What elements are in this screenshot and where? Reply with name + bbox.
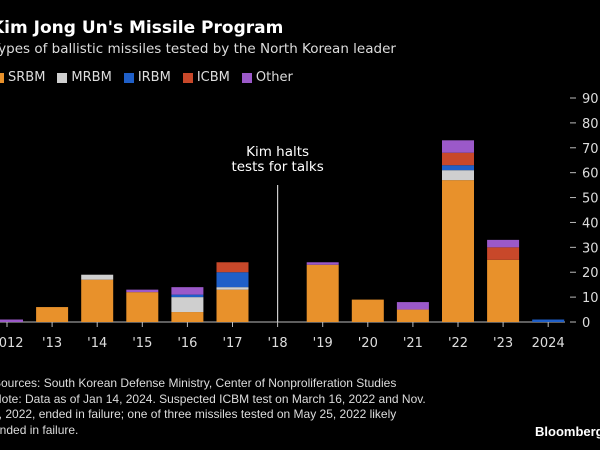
bar-srbm-19	[306, 264, 339, 322]
bar-srbm-20	[351, 299, 384, 322]
bar-srbm-21	[396, 309, 429, 322]
y-tick-label: 80	[582, 117, 599, 132]
chart-plot: 0 10 20 30 40 50 60 70 80 90 2012 '13 '14 '15 '16 '17 '1…	[0, 92, 599, 351]
bar-other-2012	[0, 319, 23, 322]
bar-mrbm-16	[171, 297, 204, 313]
legend-label: MRBM	[71, 70, 112, 85]
bar-other-15	[126, 289, 159, 293]
legend-swatch	[182, 72, 193, 83]
bar-irbm-22	[442, 165, 474, 171]
x-tick-label: 2024	[532, 336, 565, 351]
bar-irbm-17	[216, 272, 249, 288]
legend-label: ICBM	[196, 70, 230, 85]
y-tick-label: 40	[582, 216, 599, 231]
bar-other-16	[171, 287, 204, 295]
bar-srbm-16	[171, 312, 204, 322]
bar-srbm-23	[487, 259, 520, 322]
sources-line: Sources: South Korean Defense Ministry, …	[0, 376, 397, 390]
legend-swatch	[57, 72, 68, 83]
bar-other-22	[442, 140, 474, 153]
note-line-2: 3, 2022, ended in failure; one of three …	[0, 407, 397, 421]
legend-swatch	[0, 72, 4, 83]
x-tick-label: '23	[493, 336, 513, 351]
legend-label: SRBM	[8, 70, 46, 85]
bar-icbm-17	[216, 262, 249, 273]
chart-subtitle: Types of ballistic missiles tested by th…	[0, 41, 396, 57]
bar-srbm-13	[36, 307, 69, 322]
x-tick-label: '17	[222, 336, 242, 351]
legend-item-mrbm: MRBM	[57, 70, 112, 85]
bloomberg-logo: Bloomberg	[535, 424, 600, 439]
y-tick-label: 50	[582, 192, 599, 207]
bar-srbm-14	[81, 279, 114, 322]
legend-swatch	[241, 72, 252, 83]
bar-mrbm-14	[81, 274, 114, 280]
annotation-text: Kim halts	[246, 144, 309, 160]
bar-other-21	[396, 302, 429, 310]
bar-other-19	[306, 262, 339, 265]
legend-item-srbm: SRBM	[0, 70, 45, 85]
x-tick-label: '14	[87, 336, 107, 351]
bar-irbm-2024	[532, 319, 565, 322]
legend: SRBM MRBM IRBM ICBM Other	[0, 70, 293, 85]
x-tick-label: '15	[132, 336, 152, 351]
x-tick-label: '18	[268, 336, 288, 351]
x-tick-label: '16	[177, 336, 197, 351]
note-line-3: ended in failure.	[0, 422, 79, 437]
bar-irbm-16	[171, 294, 204, 298]
y-tick-label: 60	[582, 167, 599, 182]
x-tick-label: '20	[358, 336, 378, 351]
y-tick-label: 30	[582, 241, 599, 256]
legend-item-irbm: IRBM	[123, 70, 171, 85]
bar-srbm-22	[442, 180, 474, 322]
bar-icbm-23	[487, 247, 520, 260]
bar-mrbm-17	[216, 287, 249, 290]
x-tick-label: '19	[313, 336, 333, 351]
legend-item-icbm: ICBM	[182, 70, 230, 85]
x-tick-label: '22	[448, 336, 468, 351]
x-tick-label: '21	[403, 336, 423, 351]
legend-swatch	[123, 72, 134, 83]
bar-srbm-17	[216, 289, 249, 322]
footer-notes: Sources: South Korean Defense Ministry, …	[0, 376, 426, 438]
y-tick-label: 0	[582, 316, 590, 331]
chart-title: Kim Jong Un's Missile Program	[0, 18, 284, 38]
legend-item-other: Other	[241, 70, 293, 85]
y-tick-label: 20	[582, 266, 599, 281]
bar-srbm-15	[126, 292, 159, 322]
y-tick-label: 10	[582, 291, 599, 306]
legend-label: IRBM	[137, 70, 171, 85]
x-tick-label: '13	[42, 336, 62, 351]
note-line-1: Note: Data as of Jan 14, 2024. Suspected…	[0, 391, 426, 406]
bar-icbm-22	[442, 152, 474, 166]
y-tick-label: 90	[582, 92, 599, 107]
legend-label: Other	[255, 70, 293, 85]
bar-other-23	[487, 239, 520, 248]
bar-mrbm-22	[442, 170, 474, 181]
y-tick-label: 70	[582, 142, 599, 157]
x-tick-label: 2012	[0, 336, 24, 351]
annotation-text: tests for talks	[231, 159, 323, 175]
